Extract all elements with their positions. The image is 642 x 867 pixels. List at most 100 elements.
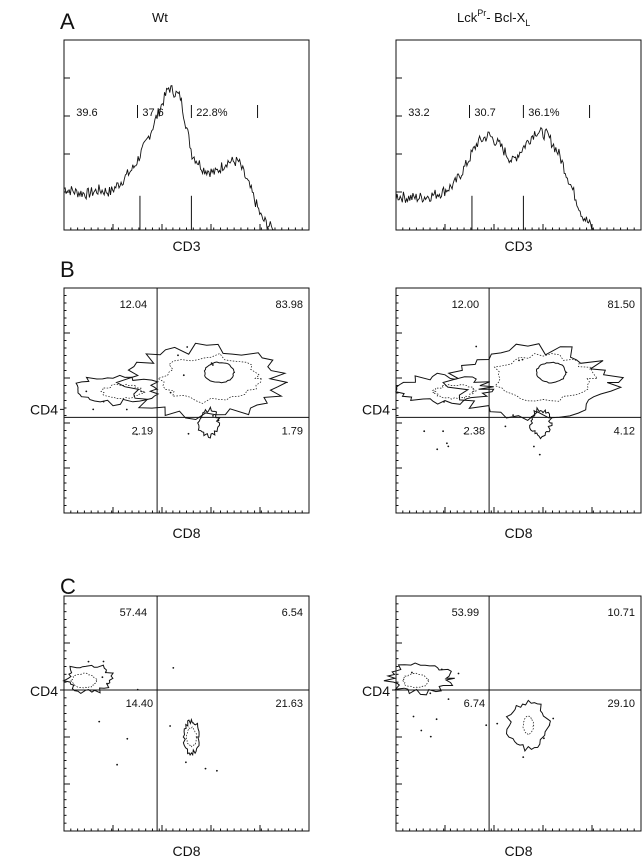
event-dot [87, 660, 90, 663]
quadrant-label-upper-left: 53.99 [452, 607, 480, 619]
event-dot [212, 415, 214, 417]
quadrant-label-lower-left: 2.38 [464, 425, 485, 437]
event-dot [204, 767, 207, 770]
contour-cd4-population [62, 664, 115, 695]
event-dot [102, 660, 105, 663]
contour-plot-c-transgenic: 53.99 10.71 6.74 29.10 CD8 CD4 [362, 595, 642, 859]
x-axis-label: CD8 [504, 843, 532, 859]
quadrant-label-upper-right: 81.50 [607, 299, 635, 311]
quadrant-label-lower-left: 2.19 [132, 425, 153, 437]
x-axis-label: CD8 [504, 525, 532, 541]
x-axis-label: CD8 [172, 843, 200, 859]
gate-percentage-label: 33.2 [408, 107, 429, 119]
quadrant-label-lower-right: 1.79 [282, 425, 303, 437]
event-dot [185, 761, 187, 764]
event-dot [169, 391, 172, 394]
plot-frame [395, 39, 642, 231]
quadrant-label-upper-right: 6.54 [282, 607, 303, 619]
contour-outer [115, 342, 288, 421]
event-dot [85, 390, 88, 393]
event-dot [538, 453, 541, 456]
event-dot [475, 345, 478, 348]
event-dot [106, 682, 108, 685]
event-dot [440, 668, 443, 671]
contour-middle [493, 353, 599, 402]
contour-cd8-tail [197, 405, 221, 439]
panel-letter-b: B [60, 257, 75, 282]
event-dot [136, 433, 138, 436]
quadrant-label-lower-right: 4.12 [614, 425, 635, 437]
panel-letter-a: A [60, 9, 75, 34]
event-dot [543, 737, 545, 740]
contour-middle [157, 353, 262, 404]
event-dot [217, 419, 220, 422]
event-dot [443, 401, 445, 403]
contour-cd8-population-inner [185, 726, 198, 748]
event-dot [518, 359, 520, 362]
contour-cd4-tail [75, 374, 160, 407]
event-dot [216, 769, 218, 772]
gate-percentage-label: 30.7 [474, 107, 495, 119]
plot-frame [63, 595, 310, 832]
gate-percentage-label: 22.8% [196, 107, 227, 119]
quadrant-label-upper-left: 12.00 [452, 299, 480, 311]
event-dot [210, 362, 213, 364]
event-dot [423, 430, 426, 433]
contour-cd8-population-inner [522, 715, 535, 736]
histogram-trace [395, 126, 629, 231]
event-dot [512, 414, 514, 416]
x-axis-label: CD3 [504, 238, 532, 254]
event-dot [533, 445, 535, 448]
event-dot [186, 346, 189, 348]
contour-cd4-population [383, 662, 455, 696]
contour-outer [442, 343, 625, 421]
event-dot [92, 408, 95, 411]
x-axis-label: CD8 [172, 525, 200, 541]
event-dot [420, 729, 423, 732]
event-dot [522, 756, 525, 758]
event-dot [101, 676, 104, 679]
quadrant-label-upper-right: 83.98 [275, 299, 303, 311]
contour-cd4-population-inner [69, 672, 98, 689]
event-dot [447, 698, 450, 700]
quadrant-label-upper-left: 57.44 [120, 607, 148, 619]
plot-frame [63, 39, 310, 231]
event-dot [177, 354, 179, 357]
quadrant-label-lower-right: 29.10 [607, 698, 635, 710]
contour-cd4-population-inner [401, 672, 430, 688]
event-dot [521, 358, 524, 361]
event-dot [442, 430, 444, 433]
event-dot [429, 692, 432, 695]
gate-percentage-label: 39.6 [76, 107, 97, 119]
column-header-transgenic: LckPr- Bcl-XL [457, 8, 530, 28]
contour-cd8-population [505, 699, 551, 752]
event-dot [172, 667, 175, 669]
event-dot [125, 408, 128, 411]
event-dot [169, 725, 172, 727]
event-dot [212, 364, 214, 366]
event-dot [98, 720, 101, 723]
panel-letter-c: C [60, 574, 76, 599]
contour-plot-c-wt: 57.44 6.54 14.40 21.63 CD8 CD4 [30, 595, 310, 859]
histogram-wt: 39.6 37.6 22.8% CD3 [63, 39, 310, 254]
event-dot [496, 722, 499, 725]
event-dot [136, 688, 139, 691]
event-dot [446, 442, 448, 445]
event-dot [447, 445, 450, 448]
contour-cd4-tail-inner [100, 383, 146, 400]
y-axis-label: CD4 [362, 683, 390, 699]
x-axis-label: CD3 [172, 238, 200, 254]
contour-inner [203, 361, 236, 384]
event-dot [411, 671, 413, 674]
contour-cd8-tail [529, 406, 553, 440]
quadrant-label-lower-left: 6.74 [464, 698, 485, 710]
contour-plot-b-transgenic: 12.00 81.50 2.38 4.12 CD8 CD4 [362, 287, 642, 541]
plot-frame [63, 287, 310, 514]
event-dot [457, 672, 460, 675]
event-dot [463, 432, 466, 435]
quadrant-label-upper-right: 10.71 [607, 607, 635, 619]
contour-cd4-tail [395, 372, 495, 405]
event-dot [102, 400, 105, 403]
event-dot [504, 425, 507, 428]
